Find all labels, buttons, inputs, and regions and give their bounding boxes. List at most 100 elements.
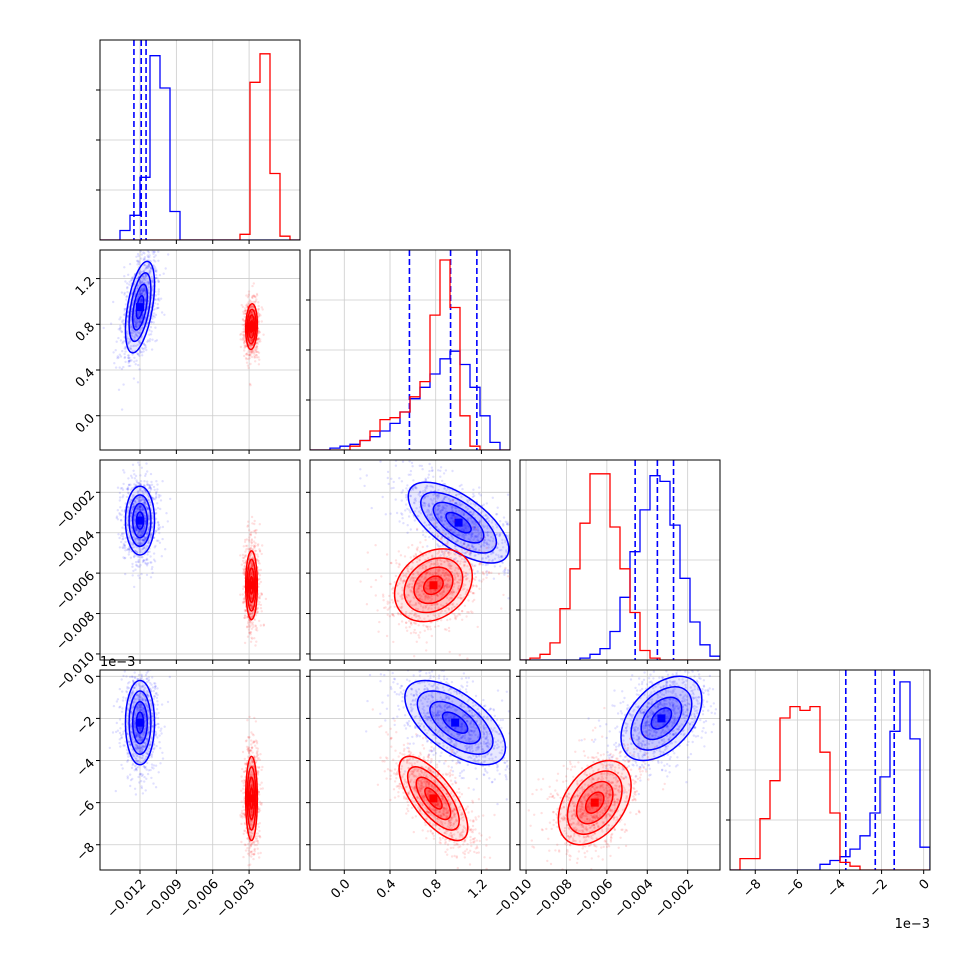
- sample-point: [145, 462, 148, 465]
- sample-point: [148, 269, 151, 272]
- sample-point: [148, 516, 151, 519]
- sample-point: [137, 498, 141, 502]
- sample-point: [409, 511, 412, 514]
- sample-point: [148, 522, 151, 525]
- sample-point: [250, 311, 253, 315]
- sample-point: [250, 573, 253, 577]
- sample-point: [151, 498, 155, 501]
- sample-point: [257, 363, 261, 366]
- sample-point: [145, 348, 148, 352]
- sample-point: [142, 257, 146, 260]
- sample-point: [133, 344, 136, 347]
- sample-point: [150, 275, 153, 279]
- sample-point: [247, 350, 250, 353]
- sample-point: [137, 507, 140, 510]
- sample-point: [146, 507, 149, 511]
- sample-point: [145, 265, 148, 268]
- sample-point: [138, 508, 142, 512]
- sample-point: [418, 550, 422, 553]
- sample-point: [150, 321, 153, 324]
- sample-point: [243, 346, 246, 350]
- sample-point: [123, 291, 126, 295]
- sample-point: [122, 494, 125, 497]
- sample-point: [528, 531, 530, 533]
- sample-point: [157, 288, 160, 291]
- sample-point: [131, 487, 134, 490]
- sample-point: [254, 644, 257, 647]
- sample-point: [122, 544, 126, 547]
- sample-point: [140, 281, 143, 284]
- sample-point: [488, 539, 492, 542]
- sample-point: [463, 523, 467, 526]
- sample-point: [134, 363, 137, 366]
- sample-point: [150, 330, 153, 333]
- sample-point: [250, 334, 253, 338]
- sample-point: [132, 505, 135, 508]
- sample-point: [247, 294, 250, 297]
- sample-point: [132, 505, 135, 508]
- sample-point: [132, 494, 135, 497]
- sample-point: [139, 281, 142, 284]
- sample-point: [250, 311, 254, 315]
- sample-point: [134, 318, 138, 321]
- sample-point: [251, 565, 254, 568]
- sample-point: [483, 551, 486, 554]
- sample-point: [251, 637, 254, 640]
- sample-point: [485, 573, 489, 576]
- sample-point: [451, 499, 454, 503]
- sample-point: [474, 529, 477, 532]
- sample-point: [138, 341, 141, 344]
- sample-point: [257, 337, 260, 341]
- sample-point: [467, 599, 470, 602]
- sample-point: [124, 350, 127, 353]
- sample-point: [141, 490, 144, 493]
- sample-point: [116, 355, 119, 358]
- sample-point: [127, 483, 131, 486]
- density-peak: [136, 516, 144, 525]
- sample-point: [154, 254, 157, 257]
- sample-point: [154, 340, 157, 343]
- sample-point: [386, 470, 390, 474]
- sample-point: [152, 252, 155, 255]
- sample-point: [135, 564, 138, 567]
- sample-point: [139, 279, 142, 282]
- sample-point: [251, 548, 254, 551]
- sample-point: [122, 546, 125, 550]
- sample-point: [151, 279, 154, 282]
- sample-point: [135, 497, 138, 500]
- sample-point: [259, 314, 262, 317]
- sample-point: [138, 547, 141, 551]
- sample-point: [139, 541, 142, 544]
- sample-point: [248, 556, 252, 559]
- sample-point: [249, 612, 252, 615]
- sample-point: [138, 506, 141, 509]
- sample-point: [147, 542, 150, 545]
- sample-point: [484, 563, 487, 567]
- sample-point: [130, 278, 133, 282]
- sample-point: [423, 629, 426, 632]
- sample-point: [142, 538, 145, 541]
- sample-point: [436, 513, 439, 516]
- sample-point: [250, 334, 253, 337]
- sample-point: [419, 490, 422, 493]
- sample-point: [157, 293, 160, 296]
- sample-point: [139, 482, 142, 486]
- sample-point: [250, 606, 253, 610]
- sample-point: [118, 496, 122, 499]
- sample-point: [432, 475, 435, 478]
- sample-point: [130, 498, 133, 502]
- sample-point: [370, 506, 373, 510]
- sample-point: [250, 310, 253, 314]
- contour-line: [131, 283, 149, 331]
- sample-point: [245, 294, 248, 297]
- sample-point: [127, 359, 131, 363]
- sample-point: [136, 343, 139, 346]
- sample-point: [144, 537, 148, 540]
- sample-point: [137, 565, 140, 568]
- sample-point: [141, 539, 144, 542]
- sample-point: [257, 340, 261, 343]
- sample-point: [249, 354, 252, 357]
- sample-point: [450, 506, 454, 509]
- sample-point: [242, 598, 245, 601]
- sample-point: [114, 366, 118, 369]
